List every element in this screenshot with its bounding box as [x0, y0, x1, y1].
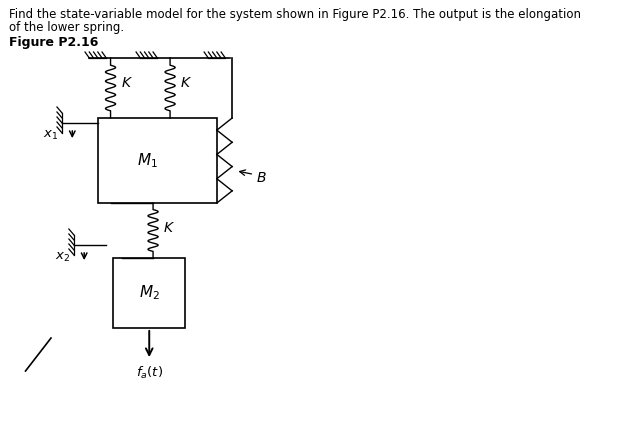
Text: $M_1$: $M_1$	[137, 151, 158, 170]
Text: $K$: $K$	[163, 221, 176, 234]
Text: $K$: $K$	[181, 76, 192, 90]
Text: $x_1$: $x_1$	[43, 128, 58, 142]
Text: $x_2$: $x_2$	[55, 250, 70, 264]
Text: $B$: $B$	[256, 171, 266, 184]
Text: $K$: $K$	[121, 76, 133, 90]
Bar	[113, 258, 186, 328]
Text: of the lower spring.: of the lower spring.	[9, 21, 124, 34]
Text: $f_a(t)$: $f_a(t)$	[135, 365, 163, 381]
Text: Figure P2.16: Figure P2.16	[9, 36, 98, 49]
Text: Find the state-variable model for the system shown in Figure P2.16. The output i: Find the state-variable model for the sy…	[9, 8, 581, 21]
Bar	[98, 118, 217, 203]
Text: $M_2$: $M_2$	[139, 284, 160, 303]
